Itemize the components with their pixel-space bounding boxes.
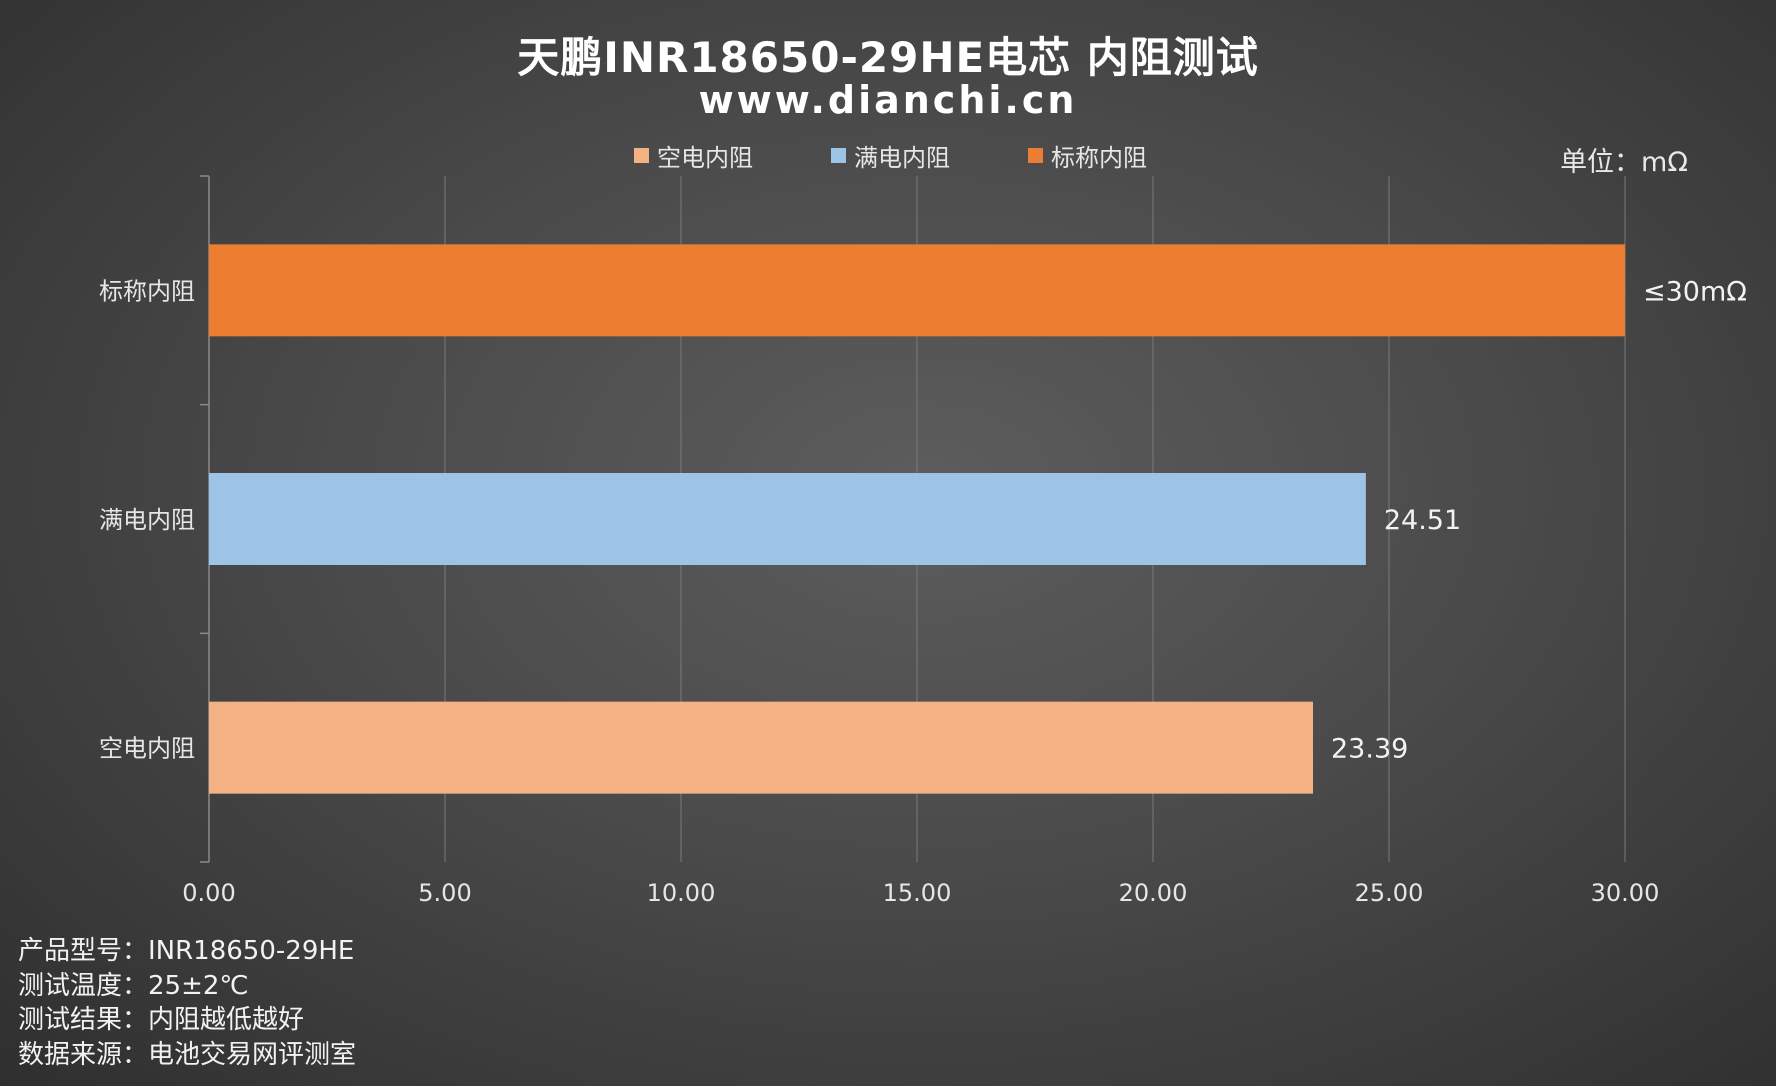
- x-tick-label-5: 25.00: [1355, 879, 1424, 907]
- bar-2: [209, 701, 1314, 794]
- legend-label-full: 满电内阻: [854, 144, 950, 172]
- x-tick-label-1: 5.00: [418, 879, 471, 907]
- chart-title: 天鹏INR18650-29HE电芯 内阻测试: [517, 33, 1259, 82]
- data-label-2: 23.39: [1331, 734, 1408, 765]
- legend-item-empty: 空电内阻: [634, 138, 753, 173]
- x-tick-label-2: 10.00: [647, 879, 716, 907]
- legend-swatch-full: [831, 148, 846, 163]
- x-tick-label-3: 15.00: [883, 879, 952, 907]
- category-label-2: 空电内阻: [99, 735, 195, 763]
- note-temperature: 测试温度：25±2℃: [18, 970, 249, 1001]
- legend-swatch-nominal: [1028, 148, 1043, 163]
- data-label-0: ≤30mΩ: [1643, 276, 1747, 307]
- legend-label-nominal: 标称内阻: [1051, 144, 1147, 172]
- legend-item-nominal: 标称内阻: [1028, 138, 1147, 173]
- x-tick-label-0: 0.00: [182, 879, 235, 907]
- x-tick-label-6: 30.00: [1591, 879, 1660, 907]
- category-label-1: 满电内阻: [99, 506, 195, 534]
- legend-swatch-empty: [634, 148, 649, 163]
- legend-label-empty: 空电内阻: [657, 144, 753, 172]
- note-model: 产品型号：INR18650-29HE: [18, 936, 355, 966]
- chart-subtitle: www.dianchi.cn: [698, 78, 1078, 122]
- note-result: 测试结果：内阻越低越好: [18, 1005, 305, 1035]
- x-tick-label-4: 20.00: [1119, 879, 1188, 907]
- footnotes: 产品型号：INR18650-29HE 测试温度：25±2℃ 测试结果：内阻越低越…: [18, 934, 356, 1072]
- unit-label: 单位：mΩ: [1560, 147, 1688, 178]
- legend: 空电内阻 满电内阻 标称内阻: [0, 138, 1776, 173]
- note-source: 数据来源：电池交易网评测室: [18, 1039, 357, 1070]
- category-label-0: 标称内阻: [99, 277, 195, 305]
- legend-item-full: 满电内阻: [831, 138, 950, 173]
- bar-0: [209, 244, 1625, 337]
- data-label-1: 24.51: [1384, 505, 1461, 536]
- bar-1: [209, 473, 1366, 565]
